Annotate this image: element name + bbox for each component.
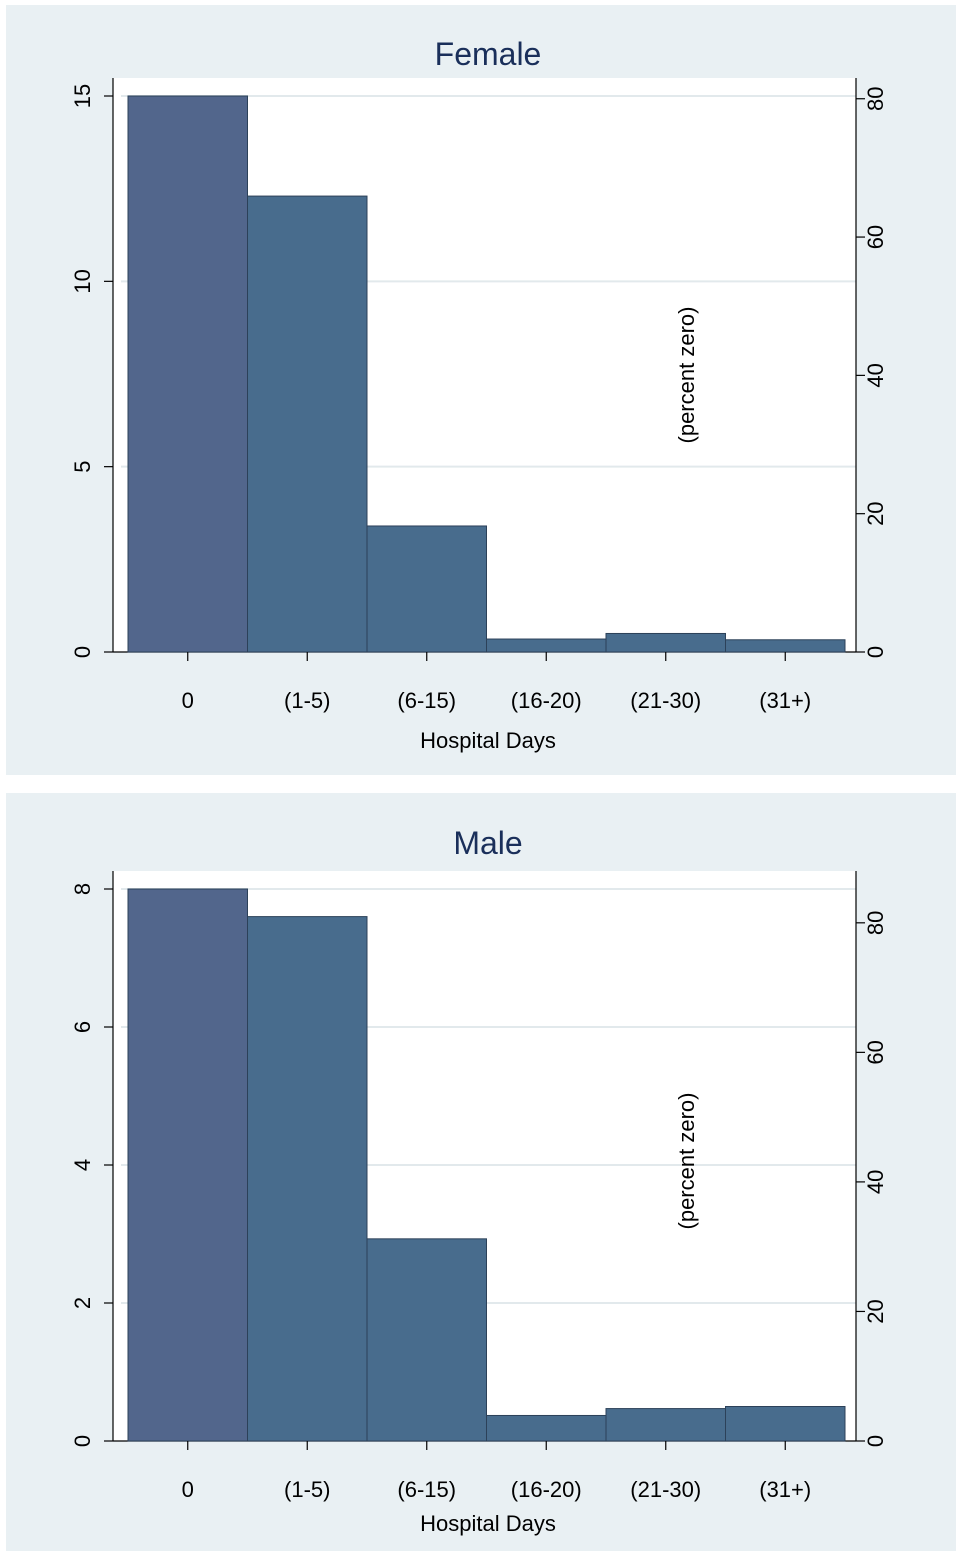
male-bar (366, 1238, 487, 1442)
male-chart-panel: 0 2 4 6 8 0 20 40 60 80 0 (1-5) (6-15) (16-20) (21-30)… (6, 793, 956, 1563)
male-y2-tick-label: 40 (863, 1170, 888, 1194)
female-chart-panel: 0 5 10 15 0 20 40 60 80 0 (1-5) (6-15) (16-20) (21-30… (6, 5, 956, 775)
female-chart: 0 5 10 15 0 20 40 60 80 0 (1-5) (6-15) (16-20) (21-30… (6, 5, 956, 775)
male-y2-tick-label: 60 (863, 1040, 888, 1064)
female-y2-tick-label: 80 (863, 87, 888, 111)
female-bar (605, 632, 726, 653)
male-y-tick-label: 8 (70, 883, 95, 895)
female-chart-title: Female (435, 36, 542, 72)
male-x-tick-label: 0 (182, 1477, 194, 1502)
female-y-tick-label: 0 (70, 646, 95, 658)
female-y-tick-label: 10 (70, 269, 95, 293)
male-bar (605, 1408, 726, 1442)
male-y-tick-label: 6 (70, 1021, 95, 1033)
female-bar (725, 639, 846, 653)
male-y2-tick-label: 20 (863, 1299, 888, 1323)
male-y-tick-label: 2 (70, 1297, 95, 1309)
female-y2-tick-label: 20 (863, 501, 888, 525)
female-y2-tick-label: 60 (863, 225, 888, 249)
female-x-tick-label: (31+) (759, 688, 811, 713)
male-annotation: (percent zero) (674, 1093, 699, 1230)
male-y-tick-label: 0 (70, 1435, 95, 1447)
female-x-tick-label: (6-15) (397, 688, 456, 713)
female-bar (247, 195, 368, 653)
male-x-tick-label: (1-5) (284, 1477, 330, 1502)
male-y2-tick-label: 80 (863, 911, 888, 935)
female-bar (486, 638, 607, 653)
male-x-tick-label: (6-15) (397, 1477, 456, 1502)
male-bar (725, 1406, 846, 1442)
female-x-tick-label: (16-20) (511, 688, 582, 713)
male-x-tick-label: (31+) (759, 1477, 811, 1502)
female-x-tick-label: (21-30) (630, 688, 701, 713)
male-x-tick-label: (21-30) (630, 1477, 701, 1502)
male-bar (486, 1414, 607, 1442)
male-x-axis-label: Hospital Days (420, 1511, 556, 1536)
female-y-tick-label: 15 (70, 84, 95, 108)
male-chart-title: Male (453, 825, 522, 861)
female-bar (127, 95, 248, 653)
male-x-tick-label: (16-20) (511, 1477, 582, 1502)
male-bar (127, 888, 248, 1442)
female-x-tick-label: (1-5) (284, 688, 330, 713)
female-bar (366, 525, 487, 653)
female-y2-tick-label: 0 (863, 646, 888, 658)
male-y-tick-label: 4 (70, 1159, 95, 1171)
male-bar (247, 916, 368, 1442)
female-x-axis-label: Hospital Days (420, 728, 556, 753)
female-annotation: (percent zero) (674, 307, 699, 444)
female-x-tick-label: 0 (182, 688, 194, 713)
male-y2-tick-label: 0 (863, 1435, 888, 1447)
female-y-tick-label: 5 (70, 461, 95, 473)
female-y2-tick-label: 40 (863, 363, 888, 387)
